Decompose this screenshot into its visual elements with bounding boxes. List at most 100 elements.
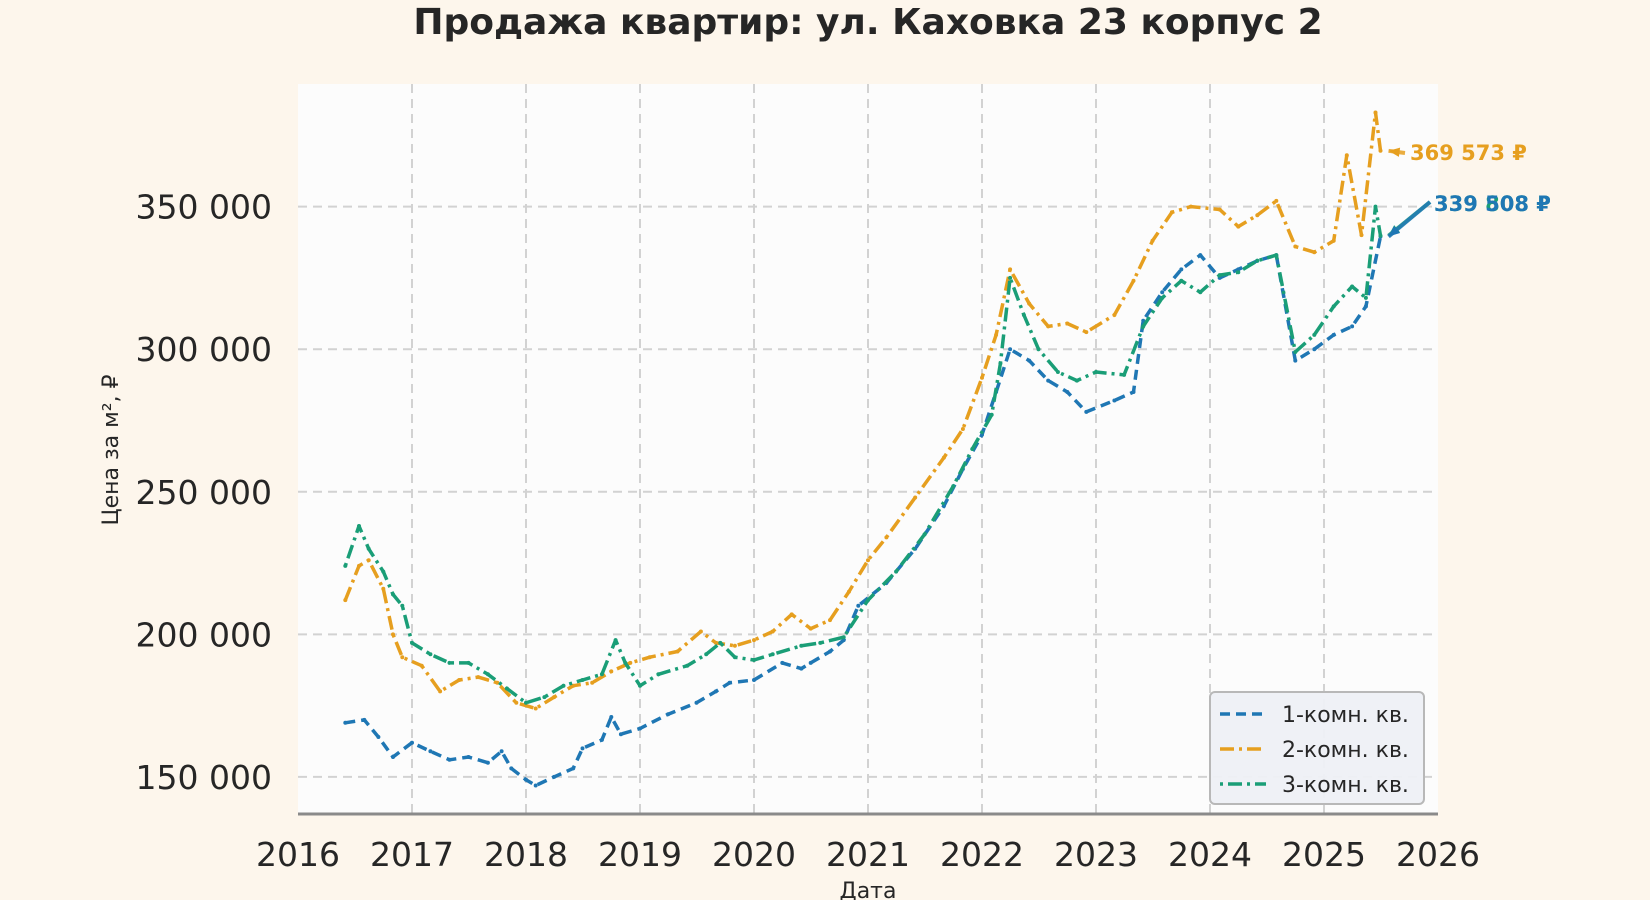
data-point <box>499 749 504 754</box>
data-point <box>1188 204 1193 209</box>
x-tick-label: 2020 <box>712 835 796 874</box>
data-point <box>410 640 414 645</box>
data-point <box>1359 233 1364 238</box>
data-point <box>828 649 832 654</box>
data-point <box>590 680 595 685</box>
data-point <box>732 643 737 648</box>
data-point <box>1344 153 1349 158</box>
data-point <box>998 361 1003 366</box>
data-point <box>698 629 703 634</box>
data-point <box>1293 244 1298 249</box>
data-point <box>609 715 614 719</box>
data-point <box>828 618 832 623</box>
data-point <box>847 589 851 594</box>
data-point <box>799 643 804 648</box>
data-point <box>552 695 557 700</box>
data-point <box>994 332 999 337</box>
data-point <box>580 678 585 682</box>
data-point <box>941 455 946 460</box>
data-point <box>391 755 395 759</box>
data-point <box>770 629 775 634</box>
data-point <box>466 660 471 665</box>
data-point <box>884 535 889 540</box>
data-point <box>618 732 623 737</box>
data-point <box>727 680 732 685</box>
data-point <box>466 755 471 759</box>
y-tick-label: 150 000 <box>136 758 272 797</box>
grid-layer <box>298 84 1438 814</box>
data-point <box>552 774 557 779</box>
data-point <box>713 640 718 645</box>
data-point <box>1255 213 1260 218</box>
data-point <box>770 652 775 657</box>
x-tick-label: 2017 <box>370 835 454 874</box>
data-point <box>1373 204 1378 209</box>
data-point <box>343 720 348 725</box>
x-tick-label: 2019 <box>598 835 682 874</box>
data-point <box>1293 350 1298 354</box>
data-point <box>1141 318 1146 323</box>
data-point <box>580 746 585 751</box>
data-point <box>1217 273 1222 278</box>
data-point <box>357 524 361 528</box>
data-point <box>694 700 699 705</box>
data-point <box>718 640 723 645</box>
data-point <box>894 569 899 574</box>
series-line-1 <box>345 236 1383 788</box>
data-point <box>1122 372 1127 377</box>
data-point <box>1055 370 1060 374</box>
data-point <box>1112 398 1117 403</box>
data-point <box>599 672 604 677</box>
data-point <box>818 640 823 645</box>
data-point <box>561 683 566 688</box>
data-point <box>970 447 975 451</box>
data-point <box>1331 332 1336 337</box>
data-point <box>1378 233 1383 238</box>
data-point <box>808 660 813 665</box>
data-point <box>524 777 528 782</box>
data-point <box>343 563 348 568</box>
data-point <box>623 660 628 665</box>
data-point <box>1236 270 1241 275</box>
data-point <box>1150 238 1155 243</box>
data-point <box>866 598 870 603</box>
x-tick-label: 2016 <box>256 835 340 874</box>
data-point <box>533 706 538 711</box>
data-point <box>960 427 965 431</box>
tick-layer: 2016 2017 2018 2019 2020 2021 2022 2023 2024 2025… <box>136 188 1480 874</box>
data-point <box>485 760 490 765</box>
data-point <box>989 412 994 417</box>
data-point <box>391 632 395 637</box>
data-point <box>1198 290 1203 295</box>
y-tick-label: 300 000 <box>136 330 272 369</box>
data-point <box>1027 301 1032 306</box>
x-tick-label: 2021 <box>826 835 910 874</box>
data-point <box>1274 253 1279 258</box>
data-point <box>638 726 642 731</box>
data-point <box>447 757 452 762</box>
data-point <box>1236 224 1241 229</box>
data-point <box>1312 332 1317 337</box>
data-point <box>675 649 680 654</box>
data-point <box>509 766 514 771</box>
data-point <box>685 663 690 668</box>
data-point <box>789 612 794 617</box>
data-point <box>1074 378 1079 383</box>
data-point <box>980 432 984 437</box>
data-point <box>613 638 618 643</box>
data-point <box>410 740 414 745</box>
data-point <box>447 660 452 665</box>
data-point <box>1179 278 1184 283</box>
data-point <box>362 717 367 722</box>
data-point <box>1065 321 1070 326</box>
data-point <box>599 737 604 742</box>
data-point <box>1331 238 1336 243</box>
data-point <box>1179 267 1184 272</box>
series-layer <box>343 110 1383 788</box>
annotation-arrowhead <box>1388 225 1401 237</box>
data-point <box>1274 198 1279 203</box>
data-point <box>1293 358 1298 363</box>
y-tick-label: 350 000 <box>136 188 272 227</box>
data-point <box>1373 110 1378 115</box>
data-point <box>1027 358 1032 363</box>
